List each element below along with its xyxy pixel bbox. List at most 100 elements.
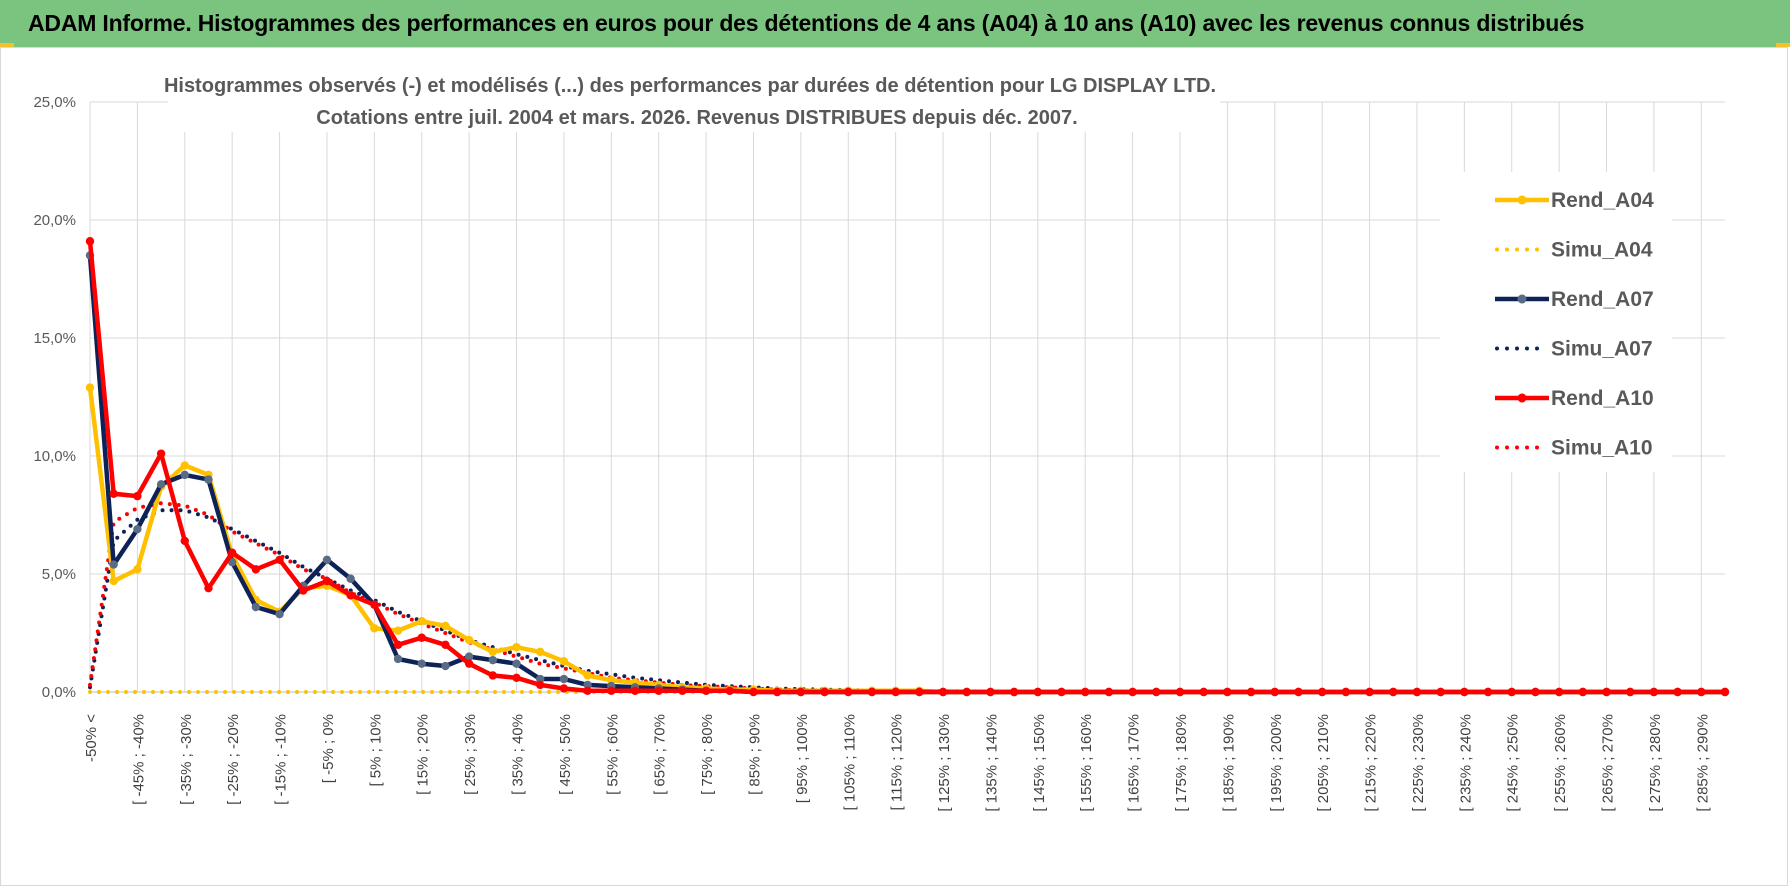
data-point	[393, 640, 403, 649]
data-point	[701, 686, 711, 696]
legend-item-rend-a10: Rend_A10	[1495, 387, 1654, 410]
x-tick-label: [ -35% ; -30%	[178, 714, 195, 805]
data-point	[85, 237, 95, 246]
chart-frame	[0, 47, 1788, 886]
chart-title: Histogrammes observés (-) et modélisés (…	[164, 75, 1216, 97]
data-point	[464, 635, 474, 645]
data-point	[678, 686, 687, 696]
x-tick-label: [ 45% ; 50%	[557, 714, 574, 795]
data-point	[559, 684, 569, 693]
x-tick-label: -50% <	[83, 714, 100, 762]
data-point	[488, 647, 498, 657]
data-point	[133, 565, 142, 574]
data-point	[1483, 687, 1493, 697]
legend-background	[1440, 172, 1672, 472]
legend-marker	[1517, 294, 1527, 304]
data-point	[820, 687, 829, 697]
data-point	[1531, 687, 1540, 697]
data-point	[417, 633, 426, 642]
data-point	[417, 659, 426, 668]
y-tick-label: 25,0%	[33, 94, 76, 111]
data-point	[1507, 687, 1516, 697]
data-point	[512, 659, 521, 668]
legend-label: Rend_A04	[1551, 189, 1654, 212]
x-tick-label: [ 175% ; 180%	[1173, 714, 1190, 812]
legend-item-rend-a07: Rend_A07	[1495, 288, 1654, 311]
x-tick-label: [ 55% ; 60%	[604, 714, 621, 795]
data-point	[417, 617, 426, 626]
x-tick-label: [ 135% ; 140%	[983, 714, 1000, 812]
data-point	[1152, 687, 1161, 697]
data-point	[441, 661, 450, 671]
data-point	[1602, 687, 1611, 697]
data-point	[370, 600, 379, 609]
data-point	[393, 626, 403, 635]
data-point	[464, 659, 474, 668]
data-point	[464, 652, 474, 661]
x-tick-label: [ 255% ; 260%	[1552, 714, 1569, 812]
data-point	[299, 586, 308, 595]
data-point	[891, 687, 900, 697]
data-point	[1460, 687, 1469, 697]
legend-marker	[1517, 195, 1527, 205]
data-point	[986, 687, 995, 697]
x-tick-label: [ 65% ; 70%	[652, 714, 669, 795]
data-point	[1128, 687, 1137, 697]
legend-label: Simu_A04	[1551, 239, 1653, 262]
data-point	[156, 449, 166, 458]
x-tick-label: [ 275% ; 280%	[1647, 714, 1664, 812]
y-tick-label: 10,0%	[33, 448, 76, 465]
y-tick-label: 15,0%	[33, 330, 76, 347]
data-point	[251, 602, 261, 612]
data-point	[583, 680, 592, 690]
x-tick-label: [ 35% ; 40%	[510, 714, 527, 795]
x-tick-label: [ 105% ; 110%	[841, 714, 858, 810]
data-point	[156, 480, 166, 489]
data-point	[1365, 687, 1374, 697]
data-point	[133, 491, 142, 501]
data-point	[488, 655, 498, 665]
data-point	[1317, 687, 1327, 697]
data-point	[1033, 687, 1043, 697]
x-tick-label: [ 205% ; 210%	[1315, 714, 1332, 812]
series-line	[88, 501, 1727, 694]
x-tick-label: [ 25% ; 30%	[462, 714, 479, 795]
data-point	[275, 609, 284, 619]
data-point	[536, 647, 545, 657]
data-point	[1104, 687, 1114, 697]
series-rend-a10	[85, 237, 1730, 697]
data-point	[1270, 687, 1279, 697]
data-point	[204, 475, 213, 484]
data-point	[607, 676, 616, 685]
data-point	[441, 640, 450, 649]
x-tick-label: [ 5% ; 10%	[367, 714, 384, 787]
data-point	[322, 555, 332, 565]
x-tick-label: [ -25% ; -20%	[225, 714, 242, 805]
data-point	[844, 687, 853, 697]
data-point	[772, 687, 782, 697]
data-point	[109, 489, 118, 498]
data-point	[1697, 687, 1706, 697]
x-tick-label: [ 265% ; 270%	[1600, 714, 1617, 812]
x-tick-label: [ 85% ; 90%	[746, 714, 763, 795]
chart-subtitle: Cotations entre juil. 2004 et mars. 2026…	[316, 107, 1077, 129]
data-point	[536, 680, 545, 690]
data-point	[441, 621, 450, 631]
series-lines	[85, 237, 1730, 697]
y-tick-label: 0,0%	[42, 684, 76, 701]
data-point	[915, 687, 924, 697]
data-point	[607, 686, 616, 696]
x-tick-label: [ 235% ; 240%	[1457, 714, 1474, 812]
data-point	[370, 624, 379, 633]
x-tick-label: [ 15% ; 20%	[415, 714, 432, 795]
corner-accent-right	[1776, 43, 1790, 47]
data-point	[583, 686, 592, 696]
data-point	[749, 687, 758, 697]
series-simu-a10	[88, 501, 1727, 694]
data-point	[1436, 687, 1445, 697]
data-point	[630, 686, 640, 696]
vertical-gridlines	[89, 102, 1725, 693]
y-tick-label: 5,0%	[42, 566, 76, 583]
data-point	[654, 686, 663, 696]
x-tick-label: [ 95% ; 100%	[794, 714, 811, 803]
